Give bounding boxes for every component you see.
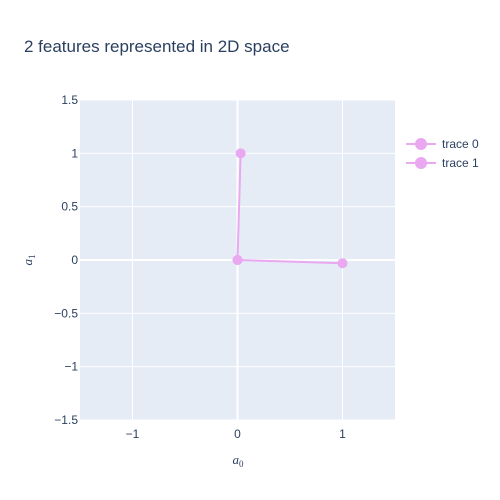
data-point (337, 258, 348, 269)
legend-marker (415, 138, 427, 150)
series-line (236, 153, 242, 261)
data-point (232, 255, 243, 265)
y-tick-label: 1.5 (61, 93, 78, 107)
y-tick-label: 0.5 (61, 200, 78, 214)
y-tick-label: −1 (64, 360, 78, 374)
chart-title: 2 features represented in 2D space (24, 37, 290, 56)
x-tick-labels: −1 0 1 (126, 427, 347, 441)
series-layer (232, 148, 348, 269)
y-axis-title-base: a (20, 259, 35, 266)
series-1 (232, 148, 246, 265)
legend-marker (415, 157, 427, 169)
legend-item[interactable]: trace 1 (406, 156, 479, 170)
x-tick-label: 0 (234, 427, 241, 441)
y-tick-label: 0 (71, 253, 78, 267)
legend-label: trace 1 (442, 156, 479, 170)
y-tick-label: 1 (71, 146, 78, 160)
y-tick-label: −1.5 (54, 413, 78, 427)
x-tick-label: −1 (126, 427, 140, 441)
series-line (237, 259, 343, 265)
legend-item[interactable]: trace 0 (406, 137, 479, 151)
y-tick-labels: 1.5 1 0.5 0 −0.5 −1 −1.5 (54, 93, 78, 427)
x-axis-title: a0 (233, 452, 245, 469)
data-point (235, 148, 246, 159)
legend: trace 0 trace 1 (406, 137, 479, 170)
y-axis-title: a1 (20, 255, 37, 266)
legend-label: trace 0 (442, 137, 479, 151)
y-tick-label: −0.5 (54, 306, 78, 320)
x-axis-title-base: a (233, 452, 240, 467)
y-axis-title-sub: 1 (27, 255, 37, 260)
x-axis-title-sub: 0 (239, 459, 244, 469)
x-tick-label: 1 (339, 427, 346, 441)
